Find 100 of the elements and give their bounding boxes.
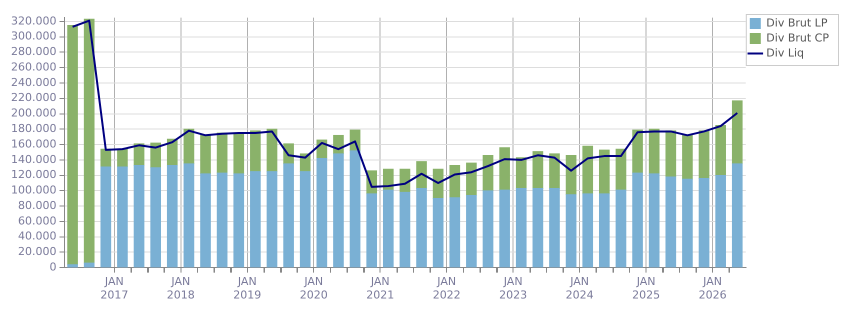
x-tick-label: JAN 2022: [432, 275, 461, 302]
bar: [100, 166, 112, 268]
bar: [416, 161, 427, 189]
bar: [250, 171, 261, 268]
y-tick-label: 40.000: [18, 230, 56, 243]
bar: [732, 100, 743, 164]
bar: [599, 193, 610, 268]
x-tick-label: JAN 2026: [698, 275, 727, 302]
bar: [732, 163, 743, 268]
bar: [616, 148, 626, 190]
x-tick-label: JAN 2024: [566, 275, 594, 302]
bar: [648, 173, 660, 268]
bar: [150, 167, 161, 268]
y-tick-label: 0: [49, 260, 56, 274]
y-tick-label: 240.000: [10, 76, 56, 89]
y-tick-label: 60.000: [18, 214, 56, 228]
bar: [216, 172, 228, 268]
bar: [67, 24, 78, 265]
y-tick-label: 100.000: [10, 184, 56, 197]
y-tick-label: 120.000: [10, 168, 56, 182]
bar: [300, 171, 311, 268]
bar: [682, 134, 693, 180]
bar: [715, 174, 726, 268]
bar: [166, 164, 178, 268]
x-tick-label: JAN 2019: [233, 275, 262, 302]
x-tick-label: JAN 2017: [100, 275, 128, 302]
bar: [582, 193, 594, 268]
bar: [698, 178, 710, 268]
bar: [316, 158, 328, 268]
bar: [632, 130, 643, 174]
bar: [665, 176, 676, 268]
bar: [233, 133, 244, 174]
bar: [134, 164, 144, 268]
bar: [466, 162, 477, 196]
y-tick-label: 160.000: [10, 137, 56, 150]
y-tick-label: 200.000: [10, 106, 56, 120]
bar: [416, 188, 427, 268]
bar: [466, 194, 477, 268]
bar: [682, 178, 693, 268]
x-tick-label: JAN 2023: [499, 275, 528, 302]
bar: [184, 128, 194, 164]
bar: [134, 143, 144, 166]
bar: [184, 163, 194, 268]
bar: [117, 166, 128, 268]
bar: [449, 197, 460, 268]
bar: [482, 190, 494, 268]
y-tick-label: 300.000: [10, 30, 56, 43]
bar: [665, 130, 676, 178]
x-tick-label: JAN 2018: [166, 275, 195, 302]
y-tick-label: 220.000: [10, 91, 56, 104]
x-tick-label: JAN 2021: [366, 275, 394, 302]
bar: [648, 128, 660, 174]
bar: [698, 130, 710, 179]
bar: [84, 18, 95, 264]
y-tick-label: 80.000: [18, 198, 56, 212]
y-tick-label: 180.000: [10, 122, 56, 135]
bar: [566, 154, 576, 195]
x-tick-label: JAN 2025: [632, 275, 660, 302]
bar: [582, 146, 594, 194]
bar: [599, 150, 610, 194]
bar: [549, 153, 560, 189]
bar: [482, 154, 494, 192]
bar: [499, 147, 510, 190]
bar: [233, 173, 244, 268]
bar: [216, 132, 228, 174]
bar: [366, 193, 378, 268]
y-tick-label: 280.000: [10, 45, 56, 58]
bar: [350, 150, 360, 268]
bar: [400, 192, 410, 268]
bar: [616, 190, 626, 268]
y-tick-label: 320.000: [10, 14, 56, 28]
bar: [499, 190, 510, 268]
y-tick-label: 20.000: [18, 245, 56, 258]
bar: [715, 124, 726, 176]
bar: [250, 130, 261, 172]
bar: [67, 264, 78, 268]
bar: [549, 188, 560, 268]
bar: [516, 188, 527, 268]
bar: [333, 153, 344, 268]
bar: [117, 148, 128, 168]
bar: [449, 164, 460, 198]
bar: [200, 134, 211, 174]
legend-label: Div Brut LP: [766, 16, 828, 30]
bar: [432, 198, 444, 268]
bar: [400, 168, 410, 193]
x-tick-label: JAN 2020: [300, 275, 328, 302]
legend-label: Div Liq: [766, 46, 804, 60]
bar: [532, 188, 544, 268]
bar: [283, 163, 294, 268]
y-tick-label: 260.000: [10, 60, 56, 74]
bar: [266, 171, 278, 268]
bar: [382, 190, 394, 268]
bar: [632, 172, 643, 268]
bar: [532, 151, 544, 189]
legend-label: Div Brut CP: [766, 31, 830, 44]
bar: [84, 262, 95, 268]
bar: [200, 173, 211, 268]
bar: [566, 194, 576, 268]
y-tick-label: 140.000: [10, 152, 56, 166]
bar: [266, 128, 278, 172]
